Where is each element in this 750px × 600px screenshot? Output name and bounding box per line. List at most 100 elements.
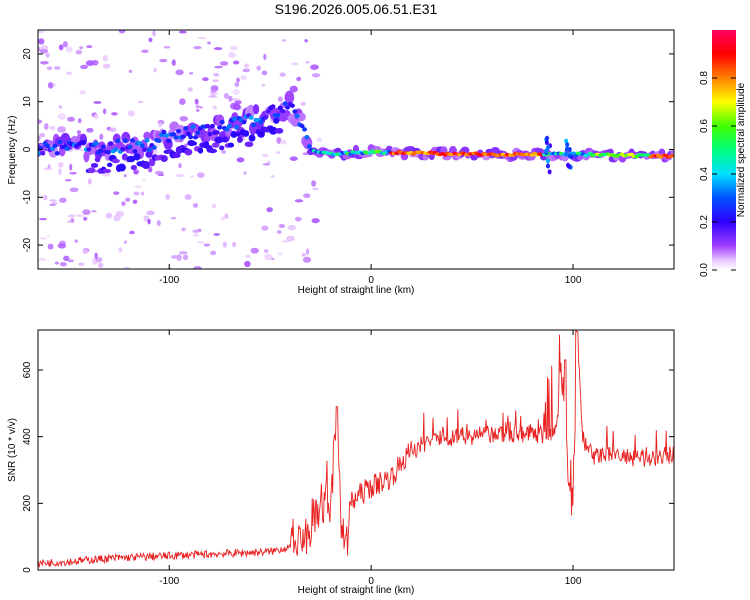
noise-speckle xyxy=(45,52,50,58)
signal-core xyxy=(111,158,120,164)
noise-speckle xyxy=(244,63,250,68)
noise-speckle xyxy=(57,243,67,249)
signal-core xyxy=(166,138,172,143)
noise-speckle xyxy=(190,175,194,178)
signal-core xyxy=(126,155,136,163)
signal-core xyxy=(129,138,135,143)
noise-speckle xyxy=(142,178,146,181)
signal-core xyxy=(670,153,674,158)
noise-speckle xyxy=(210,85,219,92)
noise-speckle xyxy=(213,47,223,51)
spectrogram-y-tick-label: 10 xyxy=(22,96,33,108)
signal-core xyxy=(242,130,250,137)
noise-speckle xyxy=(153,67,157,73)
signal-disturbance xyxy=(545,135,550,141)
noise-speckle xyxy=(184,143,188,148)
signal-core xyxy=(304,135,310,140)
signal-core xyxy=(292,109,298,114)
noise-speckle xyxy=(228,95,233,102)
noise-speckle xyxy=(310,64,319,70)
noise-speckle xyxy=(38,257,47,261)
noise-speckle xyxy=(192,202,199,208)
noise-speckle xyxy=(202,77,209,82)
signal-core xyxy=(236,136,243,143)
noise-speckle xyxy=(194,98,199,105)
noise-speckle xyxy=(165,193,171,200)
signal-core xyxy=(93,141,99,146)
noise-speckle xyxy=(152,30,156,37)
noise-speckle xyxy=(234,99,242,105)
noise-speckle xyxy=(214,65,223,69)
signal-core xyxy=(275,127,284,134)
noise-speckle xyxy=(261,225,269,231)
noise-speckle xyxy=(129,230,135,235)
spectrogram-x-tick-label: -100 xyxy=(159,275,179,286)
noise-speckle xyxy=(197,36,207,39)
noise-speckle xyxy=(134,185,142,188)
signal-core xyxy=(273,117,280,124)
noise-speckle xyxy=(289,156,298,161)
signal-core xyxy=(219,145,225,151)
noise-speckle xyxy=(305,248,310,256)
noise-speckle xyxy=(196,241,205,244)
noise-speckle xyxy=(49,126,56,131)
signal-core xyxy=(171,152,181,158)
noise-speckle xyxy=(163,46,171,49)
noise-speckle xyxy=(175,173,185,177)
noise-speckle xyxy=(236,77,240,83)
noise-speckle xyxy=(302,152,309,156)
signal-core xyxy=(120,146,126,152)
signal-core xyxy=(282,101,288,106)
noise-speckle xyxy=(93,113,99,120)
spectrogram-x-label: Height of straight line (km) xyxy=(298,285,415,296)
noise-speckle xyxy=(68,214,76,218)
noise-speckle xyxy=(193,45,202,50)
noise-speckle xyxy=(85,60,94,67)
noise-speckle xyxy=(290,62,299,66)
signal-core xyxy=(217,125,223,130)
colorbar-gradient xyxy=(712,30,736,270)
noise-speckle xyxy=(67,116,75,122)
noise-speckle xyxy=(124,266,130,269)
noise-speckle xyxy=(40,45,49,50)
noise-speckle xyxy=(231,241,237,248)
noise-speckle xyxy=(132,199,138,204)
signal-core xyxy=(102,168,112,174)
signal-core xyxy=(108,141,114,146)
signal-core xyxy=(127,144,133,150)
snr-background xyxy=(38,330,674,570)
noise-speckle xyxy=(83,216,88,221)
signal-core xyxy=(244,141,254,147)
signal-core xyxy=(209,123,215,129)
noise-speckle xyxy=(222,241,227,248)
signal-core xyxy=(302,127,308,132)
signal-core xyxy=(289,103,295,108)
noise-speckle xyxy=(154,170,164,175)
signal-core xyxy=(52,143,58,149)
signal-disturbance xyxy=(545,163,550,169)
noise-speckle xyxy=(133,170,138,175)
signal-core xyxy=(160,155,168,162)
noise-speckle xyxy=(128,69,133,73)
signal-core xyxy=(151,145,157,150)
noise-speckle xyxy=(102,172,111,177)
colorbar-tick-label: 0.2 xyxy=(699,215,710,229)
signal-core xyxy=(40,151,46,156)
signal-core xyxy=(64,146,70,151)
noise-speckle xyxy=(175,69,184,76)
signal-core xyxy=(146,147,152,152)
signal-core xyxy=(197,147,204,154)
chart-title: S196.2026.005.06.51.E31 xyxy=(275,1,438,17)
signal-core xyxy=(38,145,43,151)
noise-speckle xyxy=(244,260,251,268)
noise-speckle xyxy=(137,100,144,104)
noise-speckle xyxy=(207,41,211,45)
signal-core xyxy=(270,104,276,109)
signal-core xyxy=(234,125,240,130)
signal-core xyxy=(205,123,211,129)
noise-speckle xyxy=(212,105,218,110)
noise-speckle xyxy=(69,187,79,193)
snr-x-tick-label: -100 xyxy=(159,576,179,587)
signal-core xyxy=(192,135,198,140)
